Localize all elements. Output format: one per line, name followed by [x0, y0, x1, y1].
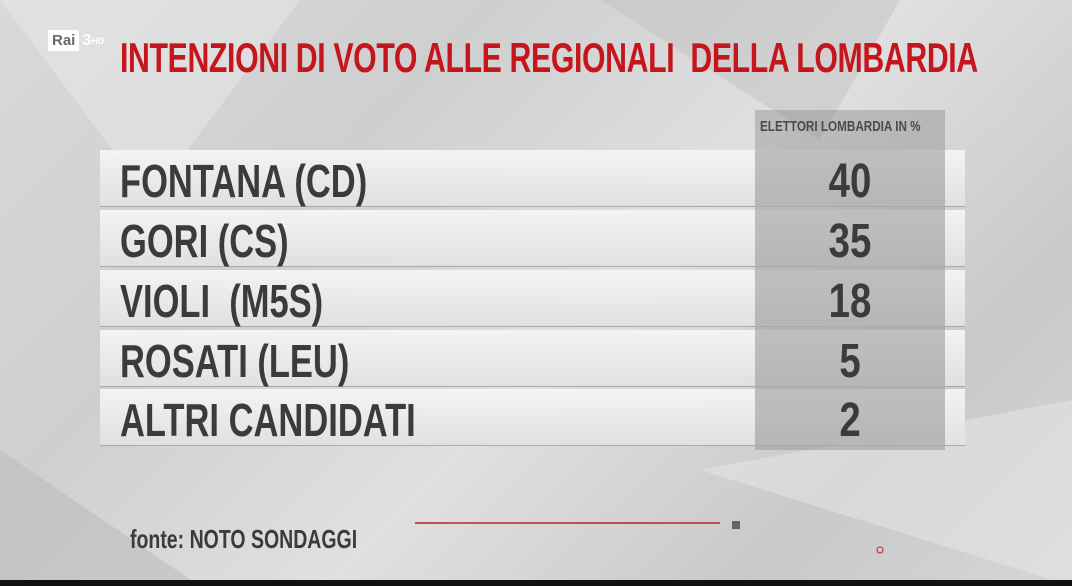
logo-channel: 3 [82, 31, 92, 49]
value-cell-bg [755, 330, 945, 386]
candidate-name: VIOLI (M5S) [120, 275, 324, 327]
table-row: FONTANA (CD) 40 [100, 150, 965, 208]
candidate-name: GORI (CS) [120, 215, 289, 267]
table-row: VIOLI (M5S) 18 [100, 270, 965, 328]
percent-value: 2 [839, 394, 861, 447]
logo-format: HD [91, 35, 105, 46]
value-cell-bg [755, 270, 945, 326]
table-row: GORI (CS) 35 [100, 210, 965, 268]
candidate-name: ALTRI CANDIDATI [120, 394, 416, 446]
percent-value: 40 [828, 155, 872, 208]
title: INTENZIONI DI VOTO ALLE REGIONALI DELLA … [120, 34, 978, 81]
logo-brand: Rai [48, 30, 80, 51]
column-header: ELETTORI LOMBARDIA IN % [760, 118, 921, 135]
bottom-bar [0, 580, 1072, 586]
value-cell-bg [755, 210, 945, 266]
candidate-name: ROSATI (LEU) [120, 335, 350, 387]
percent-value: 18 [828, 275, 872, 328]
percent-value: 5 [839, 335, 861, 388]
source: fonte: NOTO SONDAGGI [130, 524, 358, 554]
value-cell-bg [755, 389, 945, 445]
table-row: ALTRI CANDIDATI 2 [100, 389, 965, 447]
table-row: ROSATI (LEU) 5 [100, 330, 965, 388]
channel-logo: Rai 3 HD [48, 30, 104, 51]
value-cell-bg [755, 150, 945, 206]
candidate-name: FONTANA (CD) [120, 155, 368, 207]
percent-value: 35 [828, 215, 872, 268]
